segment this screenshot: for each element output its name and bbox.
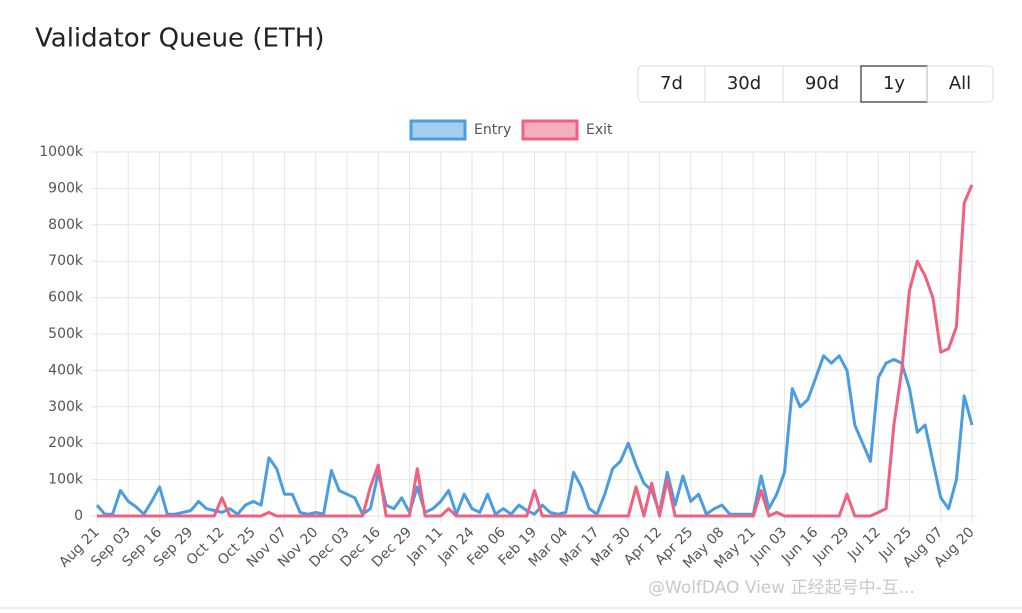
range-buttons: 7d 30d 90d 1y All <box>637 65 994 103</box>
button-active <box>860 65 928 103</box>
y-tick-label: 200k <box>48 435 84 451</box>
x-tick-label: Jul 12 <box>844 524 884 564</box>
button-label[interactable]: 7d <box>660 73 683 94</box>
range-button[interactable]: 7d <box>660 73 683 94</box>
button-label[interactable]: 90d <box>805 73 839 94</box>
range-button[interactable]: All <box>926 66 971 102</box>
legend-label: Exit <box>586 122 613 138</box>
y-tick-label: 1000k <box>39 144 84 160</box>
line-series <box>97 184 974 518</box>
legend-label: Entry <box>474 122 511 138</box>
legend-swatch <box>521 119 579 141</box>
y-tick-label: 400k <box>48 362 84 378</box>
y-tick-label: 500k <box>48 326 84 342</box>
chart-title: Validator Queue (ETH) <box>35 24 324 54</box>
y-tick-label: 0 <box>74 508 83 524</box>
y-tick-label: 900k <box>48 180 84 196</box>
y-tick-label: 300k <box>48 399 84 415</box>
legend-swatch <box>409 119 467 141</box>
y-tick-label: 600k <box>48 290 84 306</box>
button-label[interactable]: All <box>949 73 971 94</box>
y-tick-label: 700k <box>48 253 84 269</box>
line-series <box>95 354 974 516</box>
range-button[interactable]: 1y <box>860 65 928 103</box>
range-button[interactable]: 90d <box>782 66 839 102</box>
watermark: @WolfDAO View 正经起号中-互... <box>648 578 915 598</box>
range-button[interactable]: 30d <box>704 66 761 102</box>
button-label[interactable]: 1y <box>883 73 905 94</box>
button-label[interactable]: 30d <box>727 73 761 94</box>
y-tick-label: 800k <box>48 217 84 233</box>
y-tick-label: 100k <box>48 472 84 488</box>
